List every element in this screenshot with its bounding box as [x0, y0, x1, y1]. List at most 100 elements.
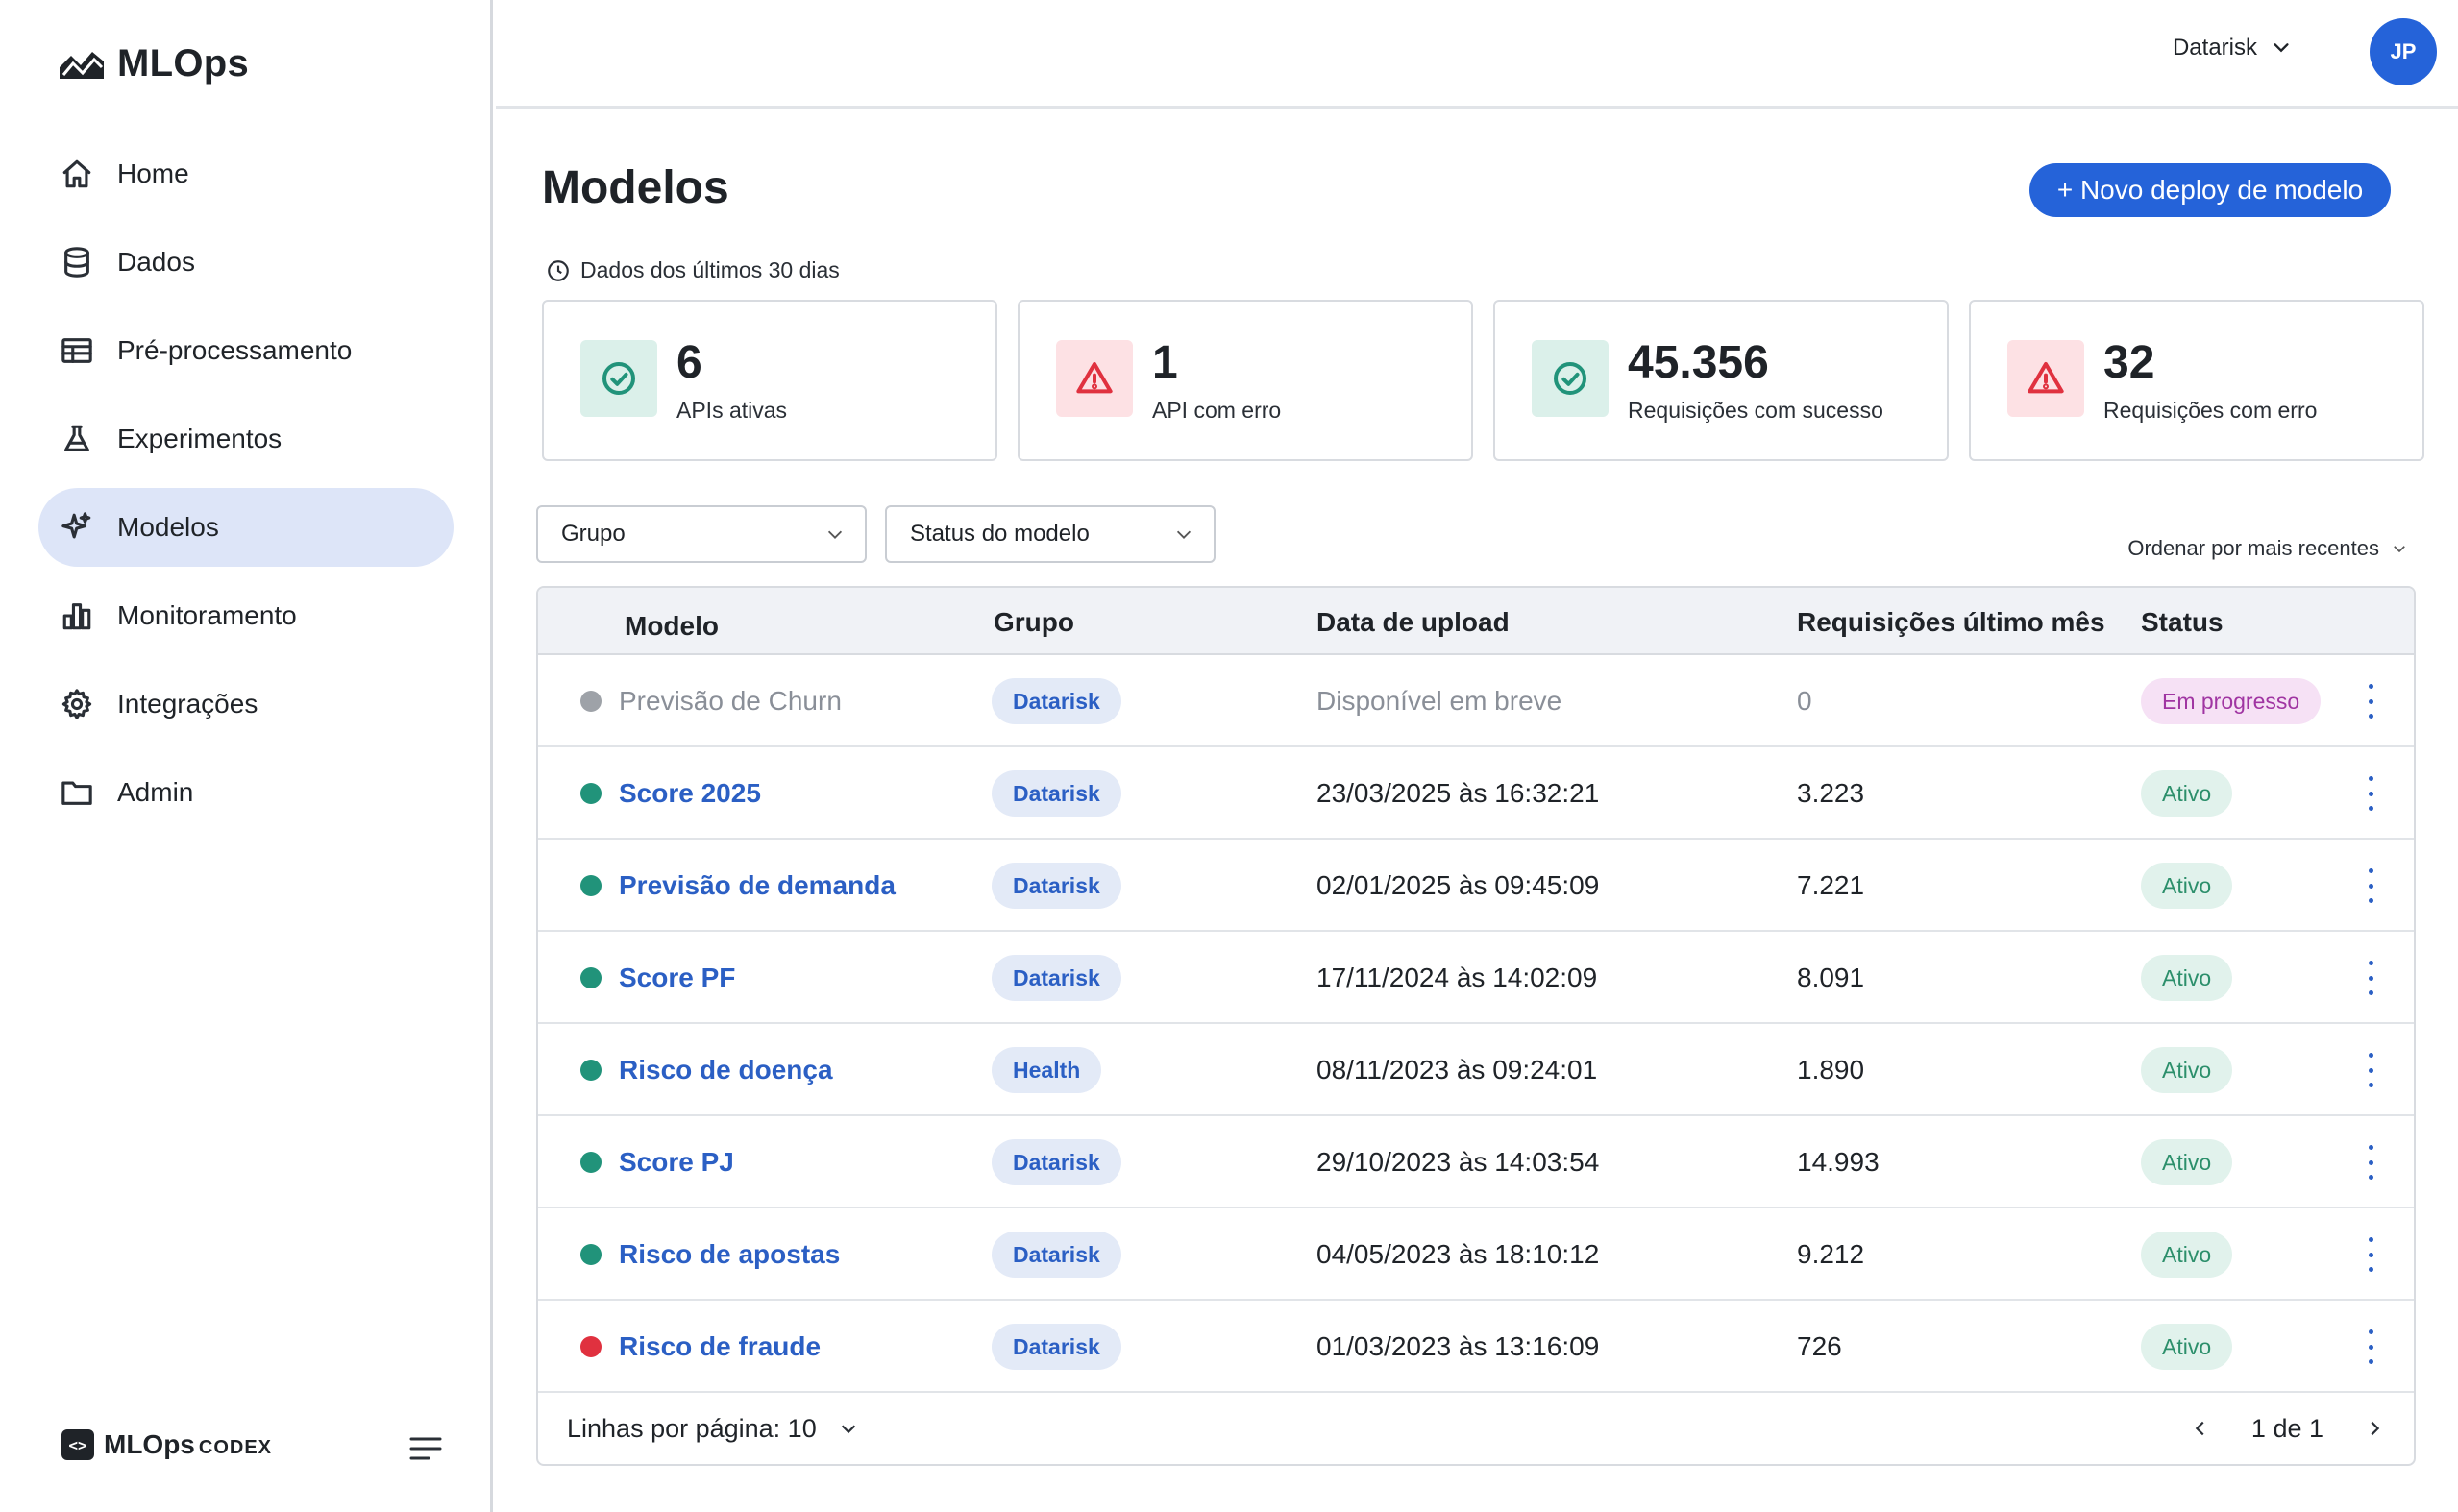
sidebar-nav: Home Dados Pré-processamento Experimento… — [38, 134, 454, 841]
sidebar-item-integracoes[interactable]: Integrações — [38, 665, 454, 744]
table-row[interactable]: Previsão de demanda Datarisk 02/01/2025 às… — [538, 840, 2414, 932]
sort-label: Ordenar por mais recentes — [2127, 536, 2379, 560]
app-logo[interactable]: MLOps — [58, 42, 249, 85]
chevron-down-icon — [2394, 546, 2405, 553]
status-dot — [580, 875, 602, 896]
stat-value: 6 — [676, 337, 702, 388]
group-cell: Datarisk — [992, 747, 1121, 840]
model-name-link[interactable]: Score 2025 — [619, 778, 761, 808]
model-status-filter-select[interactable]: Status do modelo — [885, 505, 1216, 563]
column-header-model[interactable]: Modelo — [625, 611, 719, 641]
sidebar-item-label: Dados — [117, 247, 195, 277]
chevron-right-icon[interactable] — [2364, 1418, 2385, 1439]
table-icon — [60, 333, 94, 368]
stat-label: APIs ativas — [676, 398, 788, 423]
table-row[interactable]: Risco de apostas Datarisk 04/05/2023 às 18… — [538, 1208, 2414, 1301]
status-dot — [580, 691, 602, 712]
requests-count: 0 — [1797, 686, 1812, 716]
rows-per-page-select[interactable]: Linhas por página: 10 — [567, 1414, 859, 1444]
sidebar-item-modelos[interactable]: Modelos — [38, 488, 454, 567]
chevron-down-icon — [841, 1425, 855, 1434]
status-badge: Ativo — [2141, 1232, 2233, 1278]
row-actions-menu-icon[interactable] — [2356, 868, 2385, 903]
table-row[interactable]: Risco de doença Health 08/11/2023 às 09:24… — [538, 1024, 2414, 1116]
status-badge: Ativo — [2141, 863, 2233, 909]
model-name-link[interactable]: Previsão de demanda — [619, 870, 896, 900]
stat-card-active-apis: 6 APIs ativas — [542, 300, 997, 461]
model-name-link[interactable]: Risco de fraude — [619, 1331, 822, 1361]
row-actions-menu-icon[interactable] — [2356, 1053, 2385, 1087]
column-header-upload-date[interactable]: Data de upload — [1316, 607, 1510, 637]
model-name-link[interactable]: Risco de apostas — [619, 1239, 841, 1269]
row-actions-menu-icon[interactable] — [2356, 1329, 2385, 1364]
table-row[interactable]: Risco de fraude Datarisk 01/03/2023 às 13:… — [538, 1301, 2414, 1393]
status-badge: Ativo — [2141, 770, 2233, 817]
column-header-group[interactable]: Grupo — [994, 607, 1074, 637]
home-icon — [60, 157, 94, 191]
status-dot — [580, 967, 602, 988]
sidebar-item-dados[interactable]: Dados — [38, 223, 454, 302]
organization-selector[interactable]: Datarisk — [2173, 35, 2292, 61]
status-dot — [580, 1336, 602, 1357]
new-model-deploy-button[interactable]: + Novo deploy de modelo — [2029, 163, 2391, 217]
warning-icon — [2007, 340, 2084, 417]
sidebar-item-experimentos[interactable]: Experimentos — [38, 400, 454, 478]
model-name-link[interactable]: Score PF — [619, 963, 736, 992]
period-label: Dados dos últimos 30 dias — [580, 257, 840, 282]
group-tag: Datarisk — [992, 1232, 1121, 1278]
column-header-status[interactable]: Status — [2141, 607, 2224, 637]
check-circle-icon — [580, 340, 657, 417]
status-badge: Em progresso — [2141, 678, 2322, 724]
row-actions-menu-icon[interactable] — [2356, 1237, 2385, 1272]
sidebar-item-monitoramento[interactable]: Monitoramento — [38, 576, 454, 655]
table-row[interactable]: Score PJ Datarisk 29/10/2023 às 14:03:54 14… — [538, 1116, 2414, 1208]
stat-card-failed-requests: 32 Requisições com erro — [1969, 300, 2424, 461]
row-actions-menu-icon[interactable] — [2356, 684, 2385, 719]
menu-icon[interactable] — [409, 1435, 442, 1462]
stat-label: API com erro — [1152, 398, 1282, 423]
status-cell: Ativo — [2141, 747, 2233, 840]
group-tag: Datarisk — [992, 678, 1121, 724]
model-name-link[interactable]: Score PJ — [619, 1147, 734, 1177]
code-icon: <> — [61, 1429, 94, 1460]
status-badge: Ativo — [2141, 955, 2233, 1001]
status-badge: Ativo — [2141, 1047, 2233, 1093]
chevron-left-icon[interactable] — [2190, 1418, 2211, 1439]
chevron-down-icon — [1176, 530, 1192, 539]
group-cell: Datarisk — [992, 1208, 1121, 1301]
upload-date: 01/03/2023 às 13:16:09 — [1316, 1331, 1600, 1361]
group-tag: Datarisk — [992, 1324, 1121, 1370]
sidebar-item-pre-processamento[interactable]: Pré-processamento — [38, 311, 454, 390]
row-actions-menu-icon[interactable] — [2356, 1145, 2385, 1180]
codex-logo[interactable]: <> MLOps CODEX — [61, 1429, 272, 1460]
group-tag: Datarisk — [992, 863, 1121, 909]
model-name-link[interactable]: Risco de doença — [619, 1055, 833, 1085]
group-cell: Datarisk — [992, 1301, 1121, 1393]
status-badge: Ativo — [2141, 1139, 2233, 1185]
group-filter-select[interactable]: Grupo — [536, 505, 867, 563]
model-cell: Risco de apostas — [580, 1208, 840, 1301]
warning-icon — [1056, 340, 1133, 417]
upload-date: 17/11/2024 às 14:02:09 — [1316, 963, 1598, 992]
requests-count: 9.212 — [1797, 1239, 1865, 1269]
stat-card-api-errors: 1 API com erro — [1018, 300, 1473, 461]
table-row[interactable]: Previsão de Churn Datarisk Disponível em b… — [538, 655, 2414, 747]
row-actions-menu-icon[interactable] — [2356, 961, 2385, 995]
status-cell: Ativo — [2141, 1024, 2233, 1116]
table-row[interactable]: Score PF Datarisk 17/11/2024 às 14:02:09 8.… — [538, 932, 2414, 1024]
group-tag: Datarisk — [992, 955, 1121, 1001]
row-actions-menu-icon[interactable] — [2356, 776, 2385, 811]
column-header-requests[interactable]: Requisições último mês — [1797, 607, 2105, 637]
upload-date: 02/01/2025 às 09:45:09 — [1316, 870, 1600, 900]
status-cell: Ativo — [2141, 1208, 2233, 1301]
requests-count: 3.223 — [1797, 778, 1865, 808]
sidebar-item-admin[interactable]: Admin — [38, 753, 454, 832]
gear-icon — [60, 687, 94, 721]
sidebar-item-home[interactable]: Home — [38, 134, 454, 213]
status-cell: Ativo — [2141, 840, 2233, 932]
group-cell: Datarisk — [992, 932, 1121, 1024]
table-row[interactable]: Score 2025 Datarisk 23/03/2025 às 16:32:21… — [538, 747, 2414, 840]
avatar[interactable]: JP — [2370, 18, 2437, 85]
sort-dropdown[interactable]: Ordenar por mais recentes — [2127, 536, 2408, 561]
model-cell: Risco de doença — [580, 1024, 833, 1116]
